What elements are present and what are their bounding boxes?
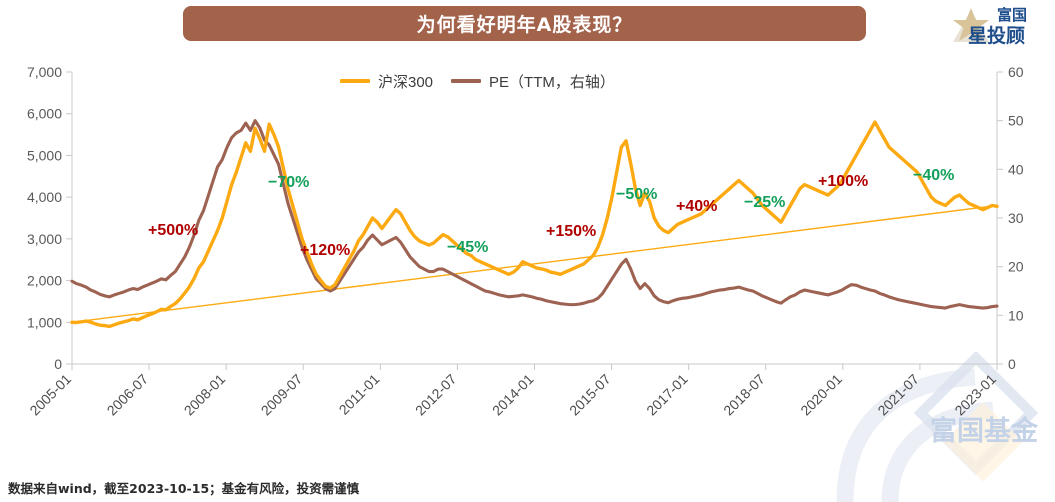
chart-annotation: +100%: [818, 173, 868, 190]
chart-annotation: −50%: [616, 186, 657, 203]
brand-logo-main-text: 星投顾: [968, 24, 1025, 47]
left-axis-tick-label: 4,000: [27, 189, 62, 205]
x-axis-tick-label: 2012-07: [412, 371, 460, 419]
left-axis-tick-label: 5,000: [27, 147, 62, 163]
series-path-pe: [70, 119, 999, 310]
brand-logo: 富国 星投顾: [953, 6, 1027, 47]
left-axis-tick-label: 6,000: [27, 106, 62, 122]
chart-annotation: −70%: [268, 174, 309, 191]
chart-annotation: +120%: [300, 242, 350, 259]
legend-swatch-pe: [451, 79, 482, 83]
footnote: 数据来自wind，截至2023-10-15；基金有风险，投资需谨慎: [8, 481, 360, 496]
left-axis-tick-label: 1,000: [27, 314, 62, 330]
x-axis-tick-label: 2020-01: [797, 371, 845, 419]
x-axis-ticks: 2005-01 2006-07 2008-01 2009-07 2011-01 2012-…: [26, 364, 999, 418]
series-path-index: [70, 120, 999, 329]
chart-legend: 沪深300 PE（TTM，右轴）: [340, 70, 625, 92]
left-axis-tick-label: 2,000: [27, 273, 62, 289]
chart-annotations: +500% −70% +120% −45% +150% −50% +40% −25% +100%…: [148, 167, 954, 259]
right-axis-tick-label: 60: [1008, 64, 1024, 80]
x-axis-tick-label: 2018-07: [720, 371, 768, 419]
chart-annotation: +500%: [148, 222, 198, 239]
left-axis-tick-label: 0: [54, 356, 62, 372]
trendline-path: [71, 204, 998, 323]
chart-annotation: −25%: [744, 194, 785, 211]
x-axis-tick-label: 2009-07: [258, 371, 306, 419]
right-axis-tick-label: 40: [1008, 161, 1024, 177]
right-axis-tick-label: 30: [1008, 210, 1024, 226]
chart-annotation: −45%: [447, 239, 488, 256]
right-axis-tick-label: 50: [1008, 113, 1024, 129]
x-axis-tick-label: 2011-01: [336, 371, 383, 418]
right-axis-tick-label: 0: [1008, 356, 1016, 372]
left-axis-tick-label: 7,000: [27, 64, 62, 80]
page-title: 为何看好明年A股表现？: [416, 14, 633, 36]
right-axis-tick-label: 20: [1008, 259, 1024, 275]
left-axis-ticks: 0 1,000 2,000 3,000 4,000 5,000 6,000 7,000: [27, 64, 72, 372]
chart-annotation: +40%: [676, 198, 717, 215]
chart-annotation: −40%: [913, 167, 954, 184]
x-axis-tick-label: 2023-01: [951, 371, 999, 419]
x-axis-tick-label: 2005-01: [26, 371, 74, 419]
legend-label-index: 沪深300: [378, 73, 434, 91]
right-axis-tick-label: 10: [1008, 307, 1024, 323]
x-axis-tick-label: 2006-07: [104, 371, 152, 419]
x-axis-tick-label: 2014-01: [489, 371, 537, 419]
x-axis-tick-label: 2015-07: [566, 371, 614, 419]
x-axis-tick-label: 2021-07: [874, 371, 922, 419]
brand-logo-top-text: 富国: [997, 6, 1027, 24]
left-axis-tick-label: 3,000: [27, 231, 62, 247]
x-axis-tick-label: 2017-01: [643, 371, 691, 419]
legend-swatch-index: [340, 79, 370, 83]
chart-title-banner: 为何看好明年A股表现？: [183, 6, 866, 41]
right-axis-ticks: 0 10 20 30 40 50 60: [997, 64, 1024, 372]
legend-label-pe: PE（TTM，右轴）: [489, 73, 615, 91]
chart-annotation: +150%: [546, 223, 596, 240]
x-axis-tick-label: 2008-01: [181, 371, 229, 419]
